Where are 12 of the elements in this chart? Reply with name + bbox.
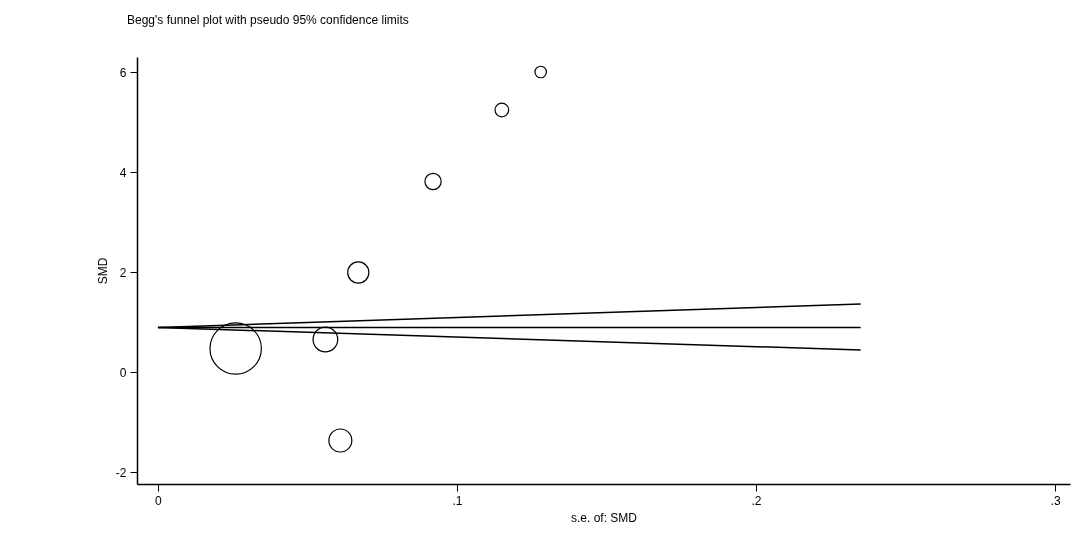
- x-tick-label: .3: [1050, 493, 1061, 508]
- chart-title: Begg's funnel plot with pseudo 95% confidence limits: [127, 13, 409, 27]
- x-tick-label: .2: [751, 493, 762, 508]
- x-tick-label: 0: [155, 493, 163, 508]
- y-tick-label: 6: [119, 65, 127, 80]
- y-axis-title: SMD: [95, 257, 110, 285]
- y-tick-label: -2: [115, 465, 127, 480]
- y-tick-label: 4: [119, 165, 127, 180]
- y-tick-label: 0: [119, 365, 127, 380]
- x-axis-title: s.e. of: SMD: [570, 510, 638, 525]
- x-tick-label: .1: [452, 493, 463, 508]
- y-tick-label: 2: [119, 265, 127, 280]
